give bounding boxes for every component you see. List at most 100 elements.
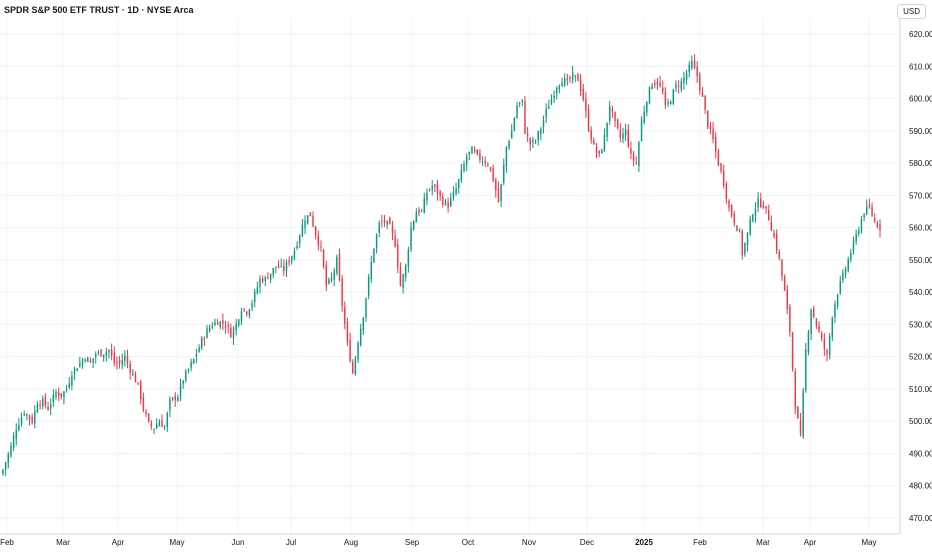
candle-body (542, 119, 545, 127)
candle-body (230, 327, 232, 338)
candle-body (126, 355, 129, 364)
candle (481, 156, 484, 166)
candle-body (651, 85, 653, 90)
candle-body (79, 362, 81, 367)
candle-body (614, 111, 616, 122)
candle (155, 418, 158, 430)
candle (529, 137, 531, 151)
axes (0, 18, 901, 535)
candle-body (802, 390, 804, 437)
x-tick-label: Oct (462, 538, 475, 547)
candle-body (659, 82, 661, 86)
candle-body (76, 368, 78, 372)
candle-body (428, 189, 431, 191)
candle-body (426, 192, 428, 201)
candle (659, 75, 661, 88)
candle-body (52, 394, 55, 403)
candle (566, 73, 569, 86)
candle (510, 123, 513, 139)
candle-body (844, 268, 847, 275)
candle (473, 146, 476, 154)
candle-body (587, 109, 590, 131)
candle-body (322, 249, 325, 267)
candle (55, 389, 57, 400)
candle-body (110, 349, 113, 356)
candle (836, 293, 839, 310)
candle (587, 104, 590, 133)
candle (87, 356, 89, 362)
candle (314, 225, 317, 240)
candle (187, 368, 190, 374)
candle (794, 368, 796, 415)
y-tick-label: 470.00 (909, 514, 932, 523)
candle (513, 116, 516, 132)
candle-body (616, 119, 619, 128)
candle-body (246, 311, 248, 315)
candle (688, 61, 690, 78)
candle (76, 368, 78, 372)
candle (410, 221, 412, 253)
candle (518, 101, 521, 108)
candle (174, 392, 176, 407)
candle-body (497, 187, 500, 202)
y-tick-label: 560.00 (909, 224, 932, 233)
candle-body (680, 81, 683, 90)
candle (208, 324, 211, 333)
candle (399, 262, 402, 287)
candle-body (839, 281, 841, 294)
candle-body (317, 235, 320, 246)
candle (457, 178, 460, 194)
candle-body (508, 140, 510, 148)
candle (71, 371, 73, 391)
candle (662, 80, 664, 95)
candle (357, 341, 359, 364)
candle-body (879, 224, 881, 231)
candle (603, 128, 606, 153)
candle-body (200, 337, 203, 349)
candle-body (132, 373, 134, 375)
candle (664, 87, 667, 110)
candle-body (593, 140, 595, 145)
candle-body (150, 423, 153, 427)
candle (198, 344, 200, 353)
x-tick-label: May (169, 538, 184, 547)
candle (754, 202, 757, 223)
candle (211, 322, 214, 330)
candle-body (293, 251, 296, 259)
candle-body (609, 106, 611, 121)
candle-body (749, 219, 751, 235)
candle (762, 200, 765, 209)
candle (195, 348, 198, 364)
candle (108, 349, 110, 359)
candle (436, 179, 439, 201)
candle (243, 308, 245, 313)
candle-body (179, 384, 182, 397)
candle-body (746, 232, 749, 246)
candle (161, 414, 163, 428)
candle (291, 255, 293, 265)
candle-body (140, 381, 142, 400)
candle (842, 269, 844, 283)
candle-body (667, 102, 669, 104)
currency-button[interactable]: USD (897, 4, 926, 19)
x-tick-label: Sep (405, 538, 420, 547)
candle (224, 320, 227, 334)
candle (746, 232, 749, 252)
candle-body (725, 183, 728, 199)
candle (121, 353, 123, 370)
candle-body (566, 78, 569, 80)
candle (203, 336, 206, 346)
candle-body (325, 264, 327, 286)
candle (272, 267, 274, 279)
candle-body (834, 304, 836, 318)
candle (102, 354, 105, 362)
candle-body (563, 78, 566, 86)
candle-body (272, 267, 274, 275)
candle-body (394, 235, 396, 247)
candle (505, 146, 508, 173)
candle-body (238, 319, 240, 326)
candle-body (791, 332, 794, 369)
candle-body (49, 404, 52, 409)
grid-lines (0, 18, 900, 534)
candle-body (556, 87, 558, 93)
